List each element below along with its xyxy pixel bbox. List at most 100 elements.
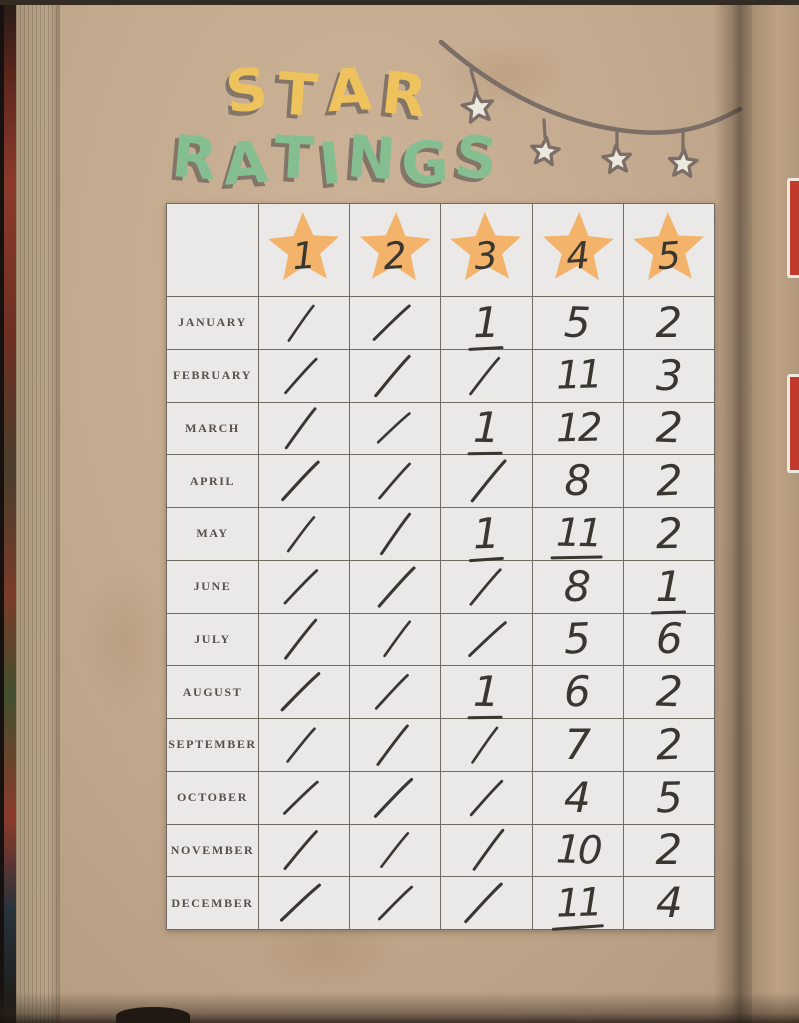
rating-count-cell: 1: [623, 560, 715, 614]
rating-count-value: 5: [563, 297, 592, 348]
rating-count-value: 1: [472, 403, 501, 453]
star-icon: [360, 212, 432, 281]
rating-count-value: 4: [655, 877, 683, 928]
title-letter: A: [220, 127, 277, 199]
rating-count-value: 11: [555, 879, 601, 927]
tally-slash-cell: [350, 719, 442, 772]
month-label: JULY: [194, 631, 231, 646]
title-letter: N: [344, 122, 404, 194]
rating-count-value: 1: [472, 297, 501, 348]
tally-slash-cell: [441, 771, 533, 825]
month-label-cell: MAY: [167, 508, 259, 561]
tally-slash-cell: [350, 560, 442, 614]
tally-slash-mark: [376, 724, 410, 766]
rating-count-value: 8: [563, 561, 592, 612]
rating-count-value: 2: [654, 666, 684, 717]
tally-slash-mark: [464, 882, 504, 924]
tally-slash-mark: [286, 727, 316, 763]
title-letter: R: [378, 58, 441, 132]
tally-slash-mark: [378, 462, 412, 500]
month-label-cell: SEPTEMBER: [167, 719, 259, 772]
month-label-cell: JANUARY: [167, 297, 259, 350]
rating-count-value: 7: [564, 719, 592, 769]
month-label: APRIL: [189, 473, 236, 488]
page-title-star: STAR: [222, 53, 440, 131]
tally-slash-mark: [469, 356, 501, 395]
month-label-cell: AUGUST: [167, 666, 259, 719]
tally-slash-mark: [284, 357, 318, 394]
tally-slash-mark: [471, 726, 499, 764]
tally-slash-mark: [284, 619, 318, 661]
book-cover-edge: [0, 0, 4, 1023]
scan-top-edge: [0, 0, 799, 5]
tally-slash-mark: [469, 567, 503, 606]
rating-count-cell: 8: [532, 560, 624, 614]
rating-count-cell: 2: [623, 666, 715, 719]
facing-page-edge: [752, 0, 799, 1023]
month-label-cell: JUNE: [167, 560, 259, 614]
tally-slash-cell: [259, 771, 351, 825]
page-bottom-notch: [116, 1007, 190, 1023]
page-title-ratings: RATINGS: [169, 121, 507, 198]
month-label: AUGUST: [182, 684, 243, 699]
rating-count-cell: 6: [623, 613, 715, 667]
rating-count-value: 5: [563, 613, 592, 664]
rating-header-value: 5: [655, 234, 683, 279]
tally-slash-cell: [441, 455, 533, 508]
rating-count-value: 8: [564, 456, 592, 506]
rating-count-cell: 1: [441, 402, 533, 456]
month-label: JANUARY: [178, 315, 247, 330]
rating-count-value: 2: [654, 455, 684, 506]
tally-slash-cell: [259, 455, 351, 508]
month-label: OCTOBER: [177, 790, 248, 805]
month-label-cell: DECEMBER: [167, 877, 259, 930]
tally-slash-mark: [470, 779, 504, 816]
month-label-cell: NOVEMBER: [167, 824, 259, 878]
rating-count-cell: 7: [532, 719, 624, 772]
rating-count-cell: 3: [623, 349, 715, 403]
title-letter: A: [325, 54, 384, 126]
rating-count-cell: 1: [441, 508, 533, 561]
tally-slash-mark: [473, 829, 505, 872]
month-label-cell: FEBRUARY: [167, 349, 259, 403]
tally-slash-cell: [350, 402, 442, 456]
rating-count-cell: 10: [532, 824, 624, 878]
tally-slash-cell: [259, 508, 351, 561]
rating-count-value: 2: [654, 719, 684, 770]
rating-count-value: 1: [655, 561, 683, 611]
title-letter: T: [275, 59, 330, 131]
tally-slash-cell: [350, 771, 442, 825]
tally-slash-mark: [378, 885, 414, 921]
rating-count-value: 1: [472, 666, 501, 717]
tally-slash-cell: [259, 402, 351, 456]
tally-slash-mark: [283, 830, 318, 871]
rating-count-value: 3: [655, 350, 683, 400]
month-label-cell: APRIL: [167, 455, 259, 508]
tally-slash-mark: [468, 621, 508, 658]
tally-slash-mark: [287, 304, 315, 342]
tally-slash-cell: [350, 349, 442, 403]
tally-slash-mark: [380, 832, 410, 869]
rating-header-value: 3: [473, 234, 500, 279]
rating-count-cell: 5: [532, 297, 624, 350]
rating-count-value: 5: [655, 772, 683, 822]
sticker-fragment: [787, 374, 799, 473]
tally-slash-mark: [374, 354, 411, 397]
rating-count-cell: 11: [532, 349, 624, 403]
tally-slash-cell: [259, 824, 351, 878]
rating-count-cell: 5: [623, 771, 715, 825]
tally-slash-cell: [350, 613, 442, 667]
rating-header-cell: 4: [532, 204, 624, 297]
rating-count-cell: 2: [623, 508, 715, 561]
title-letter: G: [400, 128, 457, 198]
tally-slash-cell: [350, 297, 442, 350]
star-icon: [450, 212, 522, 281]
book-page-edges: [0, 0, 16, 1023]
tally-slash-mark: [286, 515, 316, 553]
tally-slash-cell: [259, 560, 351, 614]
month-label-cell: MARCH: [167, 402, 259, 456]
month-label: FEBRUARY: [172, 368, 253, 383]
month-label: MAY: [196, 526, 229, 541]
rating-count-value: 1: [472, 508, 501, 559]
